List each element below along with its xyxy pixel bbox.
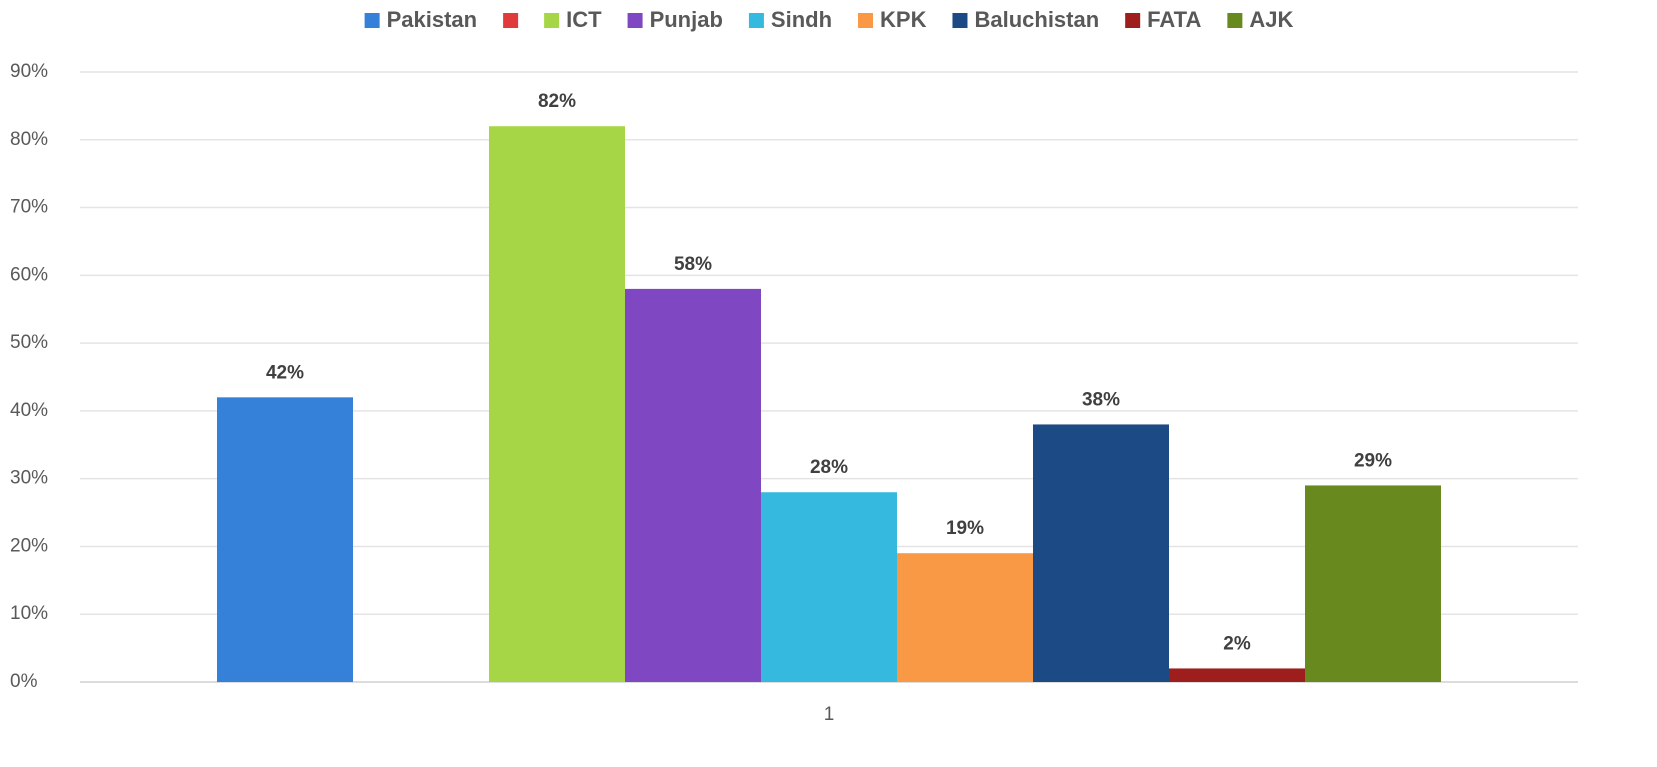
legend-swatch [858,13,874,28]
data-label: 28% [810,457,848,478]
data-label: 2% [1223,633,1251,654]
legend-label: ICT [566,7,602,32]
y-tick-label: 0% [10,671,38,692]
legend-label: Sindh [771,7,832,32]
bar [1305,485,1441,682]
data-label: 42% [266,362,304,383]
bar [1033,424,1169,682]
legend-label: FATA [1147,7,1201,32]
y-tick-label: 20% [10,535,48,556]
bar [217,397,353,682]
bar [1169,668,1305,682]
legend-swatch [364,13,380,28]
legend-swatch [627,13,643,28]
bar [625,288,761,682]
data-label: 58% [674,254,712,275]
legend-swatch [748,13,764,28]
data-label: 38% [1082,389,1120,410]
legend-label: AJK [1249,7,1293,32]
y-tick-label: 60% [10,264,48,285]
legend-label: Pakistan [387,7,478,32]
data-label: 82% [538,91,576,112]
y-tick-label: 80% [10,129,48,150]
data-label: 29% [1354,450,1392,471]
data-label: 19% [946,518,984,539]
legend-swatch [1125,13,1141,28]
legend-label: Punjab [650,7,723,32]
legend-label: Baluchistan [974,7,1099,32]
x-tick-label: 1 [824,704,835,725]
legend-label: KPK [880,7,927,32]
bar [761,492,897,682]
y-tick-label: 90% [10,61,48,82]
legend-swatch [1227,13,1243,28]
y-tick-label: 10% [10,603,48,624]
y-tick-label: 30% [10,468,48,489]
y-tick-label: 50% [10,332,48,353]
y-tick-label: 40% [10,400,48,421]
legend-swatch [952,13,968,28]
bar [897,553,1033,682]
bar [489,126,625,682]
y-tick-label: 70% [10,197,48,218]
legend-swatch [503,13,519,28]
legend-swatch [544,13,560,28]
